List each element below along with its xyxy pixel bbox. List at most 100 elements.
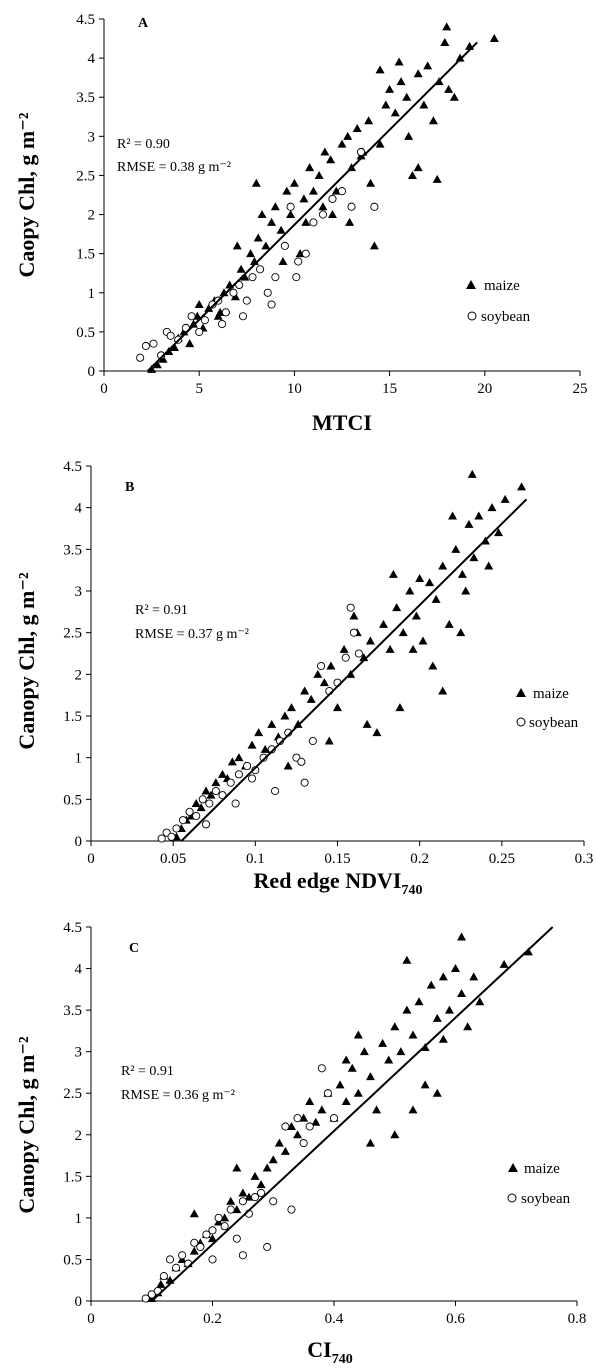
data-point-maize-a	[455, 53, 465, 62]
data-point-maize-b	[457, 569, 467, 578]
data-point-maize-b	[196, 803, 206, 812]
panel-label-b: B	[125, 480, 134, 495]
legend-label-soybean-c: soybean	[521, 1191, 571, 1207]
data-point-maize-c	[365, 1072, 375, 1081]
data-point-maize-b	[415, 574, 425, 582]
data-point-soybean-c	[299, 1139, 308, 1148]
data-point-maize-a	[257, 210, 267, 219]
data-point-maize-a	[428, 116, 438, 125]
data-point-soybean-c	[305, 1122, 314, 1131]
data-point-maize-c	[420, 1080, 430, 1089]
data-point-maize-b	[339, 644, 349, 653]
data-point-maize-c	[226, 1196, 236, 1205]
data-point-soybean-a	[309, 218, 318, 227]
data-point-maize-c	[262, 1163, 272, 1172]
data-point-maize-c	[444, 1005, 454, 1014]
data-point-soybean-c	[214, 1213, 223, 1222]
data-point-soybean-b	[259, 753, 268, 762]
data-point-maize-a	[286, 210, 296, 219]
legend-marker-soybean-c	[507, 1193, 517, 1203]
y-tick-label-a: 2	[88, 208, 96, 224]
data-point-soybean-b	[226, 778, 235, 787]
panel-b: 0 0.05 0.1 0.15 0.2 0.25 0.3 0 0.5 1 1.5 2 2.5 3 3.5 4 4…	[14, 459, 593, 898]
data-point-maize-b	[484, 561, 494, 570]
data-point-maize-b	[461, 586, 471, 595]
data-point-maize-a	[364, 116, 374, 125]
data-point-maize-a	[236, 264, 246, 273]
data-point-soybean-c	[293, 1114, 302, 1123]
data-point-maize-c	[286, 1121, 296, 1130]
data-point-soybean-a	[347, 202, 356, 211]
data-point-maize-a	[308, 186, 318, 195]
data-point-maize-b	[467, 469, 477, 478]
data-point-maize-b	[456, 628, 466, 637]
y-axis-label-a: Caopy Chl, g m⁻²	[14, 112, 39, 277]
data-point-soybean-b	[308, 736, 317, 746]
y-tick-label-a: 0.5	[76, 325, 95, 341]
y-tick-label-b: 2.5	[63, 626, 82, 642]
data-point-maize-c	[475, 997, 485, 1006]
data-point-soybean-b	[231, 799, 240, 808]
y-tick-label-b: 1	[75, 751, 83, 767]
data-point-soybean-b	[167, 832, 176, 841]
legend-marker-maize-a	[466, 280, 476, 289]
data-point-soybean-c	[232, 1234, 241, 1243]
data-point-maize-a	[375, 139, 385, 148]
data-point-soybean-c	[281, 1122, 290, 1131]
data-point-maize-a	[188, 319, 198, 328]
data-point-maize-b	[286, 703, 296, 712]
data-point-maize-a	[444, 84, 454, 93]
data-point-maize-c	[451, 964, 460, 973]
x-tick-label-b: 0.25	[489, 851, 515, 867]
x-tick-label-b: 0.15	[324, 851, 350, 867]
data-point-soybean-a	[217, 320, 227, 329]
legend-marker-soybean-a	[467, 311, 477, 321]
data-point-maize-b	[395, 703, 405, 712]
data-point-maize-b	[227, 757, 237, 766]
data-point-maize-a	[318, 202, 328, 211]
x-axis-label-sub-c: 740	[332, 1352, 353, 1367]
data-point-maize-a	[404, 131, 414, 140]
data-point-maize-a	[251, 178, 261, 187]
data-point-soybean-a	[267, 300, 276, 309]
data-point-maize-b	[469, 553, 479, 562]
y-tick-label-c: 0.5	[63, 1252, 82, 1268]
data-point-soybean-b	[185, 807, 194, 816]
data-point-maize-a	[327, 210, 337, 219]
data-point-maize-a	[396, 77, 406, 86]
y-tick-label-c: 1	[75, 1211, 83, 1227]
data-point-soybean-c	[329, 1114, 339, 1123]
data-point-soybean-b	[247, 774, 257, 783]
legend-label-soybean-a: soybean	[481, 309, 531, 325]
data-point-maize-c	[372, 1105, 382, 1114]
stat-rmse-b: RMSE = 0.37 g m⁻²	[135, 627, 249, 642]
data-point-soybean-a	[238, 312, 248, 321]
data-point-soybean-a	[294, 257, 303, 266]
data-point-maize-c	[408, 1105, 418, 1114]
data-point-maize-a	[219, 288, 229, 297]
data-point-maize-c	[438, 972, 448, 981]
data-point-maize-b	[313, 669, 323, 678]
data-point-soybean-b	[157, 834, 166, 843]
y-axis-label-c: Canopy Chl, g m⁻²	[14, 1036, 39, 1214]
data-point-soybean-a	[208, 300, 217, 309]
data-point-soybean-a	[136, 353, 145, 362]
data-point-maize-c	[390, 1130, 400, 1139]
data-point-maize-c	[208, 1234, 217, 1243]
data-point-maize-a	[423, 61, 433, 70]
x-tick-label-c: 0.2	[203, 1311, 222, 1327]
data-point-maize-a	[449, 92, 459, 101]
y-tick-label-c: 0	[75, 1294, 83, 1310]
plot-area-a: 0 5 10 15 20 25 0 0.5 1 1.5 2 2.5 3 3.5 4 4.5	[76, 12, 587, 397]
data-point-maize-c	[463, 1022, 473, 1031]
legend-label-maize-b: maize	[533, 686, 569, 702]
data-point-soybean-c	[287, 1205, 296, 1214]
data-point-maize-b	[306, 694, 316, 703]
data-point-maize-c	[305, 1097, 315, 1106]
data-point-soybean-a	[229, 288, 238, 297]
data-point-maize-c	[220, 1213, 230, 1222]
data-point-maize-c	[341, 1097, 351, 1106]
data-point-maize-b	[408, 644, 418, 653]
data-point-maize-b	[234, 753, 244, 762]
y-tick-label-a: 3	[88, 129, 96, 145]
